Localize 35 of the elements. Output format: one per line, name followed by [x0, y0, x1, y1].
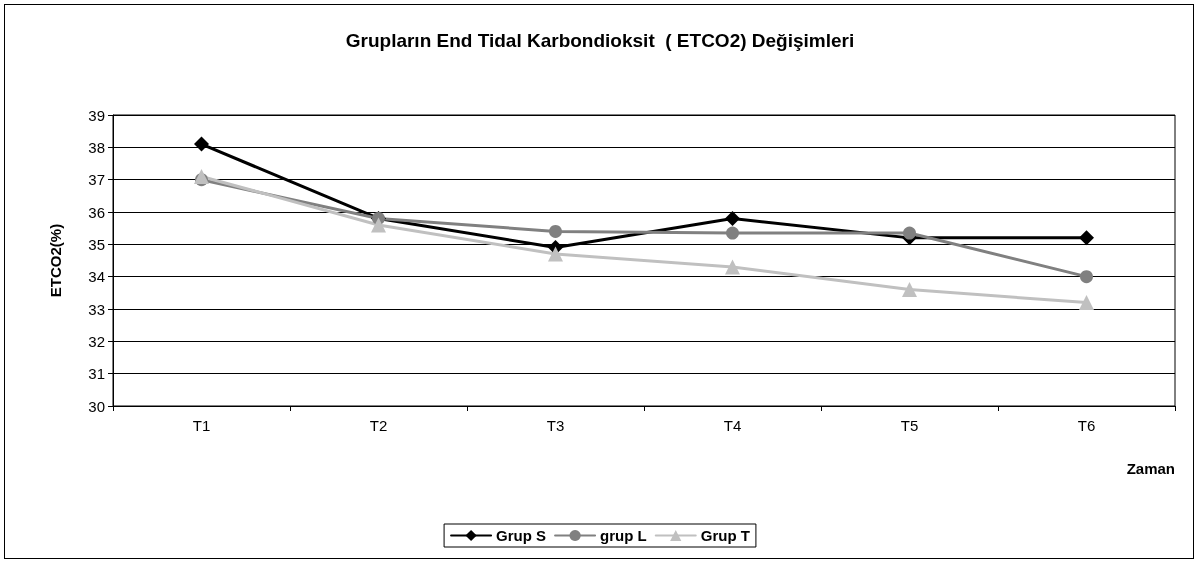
point — [371, 217, 386, 233]
point — [725, 259, 740, 275]
legend-label: Grup S — [496, 527, 547, 544]
point — [902, 282, 917, 298]
y-tick-label: 33 — [88, 300, 105, 318]
point — [726, 226, 739, 240]
point — [194, 136, 209, 152]
y-tick-label: 31 — [88, 365, 105, 383]
point — [1079, 230, 1094, 246]
legend-label: Grup T — [700, 527, 750, 544]
y-tick-label: 34 — [88, 268, 105, 286]
point — [548, 246, 563, 262]
x-axis-title: Zaman — [1126, 460, 1175, 477]
point — [903, 226, 916, 240]
y-tick-label: 32 — [88, 332, 105, 350]
y-tick-label: 35 — [88, 235, 105, 253]
point — [725, 210, 740, 226]
point — [549, 224, 562, 238]
point — [194, 168, 209, 184]
point — [1080, 270, 1093, 284]
point — [1079, 295, 1094, 311]
x-tick-label: T3 — [546, 417, 565, 434]
y-tick-label: 36 — [88, 203, 105, 221]
x-tick-label: T2 — [369, 417, 388, 434]
x-tick-label: T6 — [1077, 417, 1096, 434]
y-tick-label: 39 — [88, 106, 105, 124]
y-axis-title: ETCO2(%) — [47, 223, 64, 298]
y-tick-label: 30 — [88, 397, 105, 415]
x-tick-label: T4 — [723, 417, 742, 434]
legend-label: grup L — [600, 527, 647, 544]
chart-title: Grupların End Tidal Karbondioksit ( ETCO2) Değişimleri — [345, 30, 855, 51]
x-tick-label: T1 — [192, 417, 211, 434]
y-tick-label: 38 — [88, 138, 105, 156]
x-tick-label: T5 — [900, 417, 919, 434]
y-tick-label: 37 — [88, 171, 105, 189]
